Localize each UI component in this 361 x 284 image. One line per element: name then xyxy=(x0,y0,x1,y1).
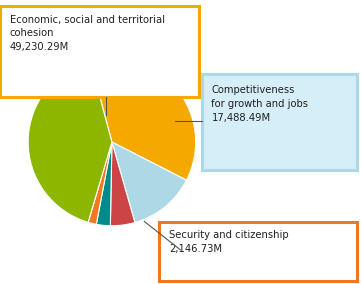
Wedge shape xyxy=(110,142,135,226)
Text: Security and citizenship
2,146.73M: Security and citizenship 2,146.73M xyxy=(169,231,288,254)
Wedge shape xyxy=(90,58,196,180)
Wedge shape xyxy=(96,142,112,226)
FancyBboxPatch shape xyxy=(0,6,199,97)
Wedge shape xyxy=(88,142,112,224)
Text: Economic, social and territorial
cohesion
49,230.29M: Economic, social and territorial cohesio… xyxy=(10,15,165,52)
Text: Competitiveness
for growth and jobs
17,488.49M: Competitiveness for growth and jobs 17,4… xyxy=(212,85,308,123)
Wedge shape xyxy=(28,61,112,222)
Wedge shape xyxy=(112,142,186,223)
FancyBboxPatch shape xyxy=(202,74,357,170)
FancyBboxPatch shape xyxy=(159,222,357,281)
